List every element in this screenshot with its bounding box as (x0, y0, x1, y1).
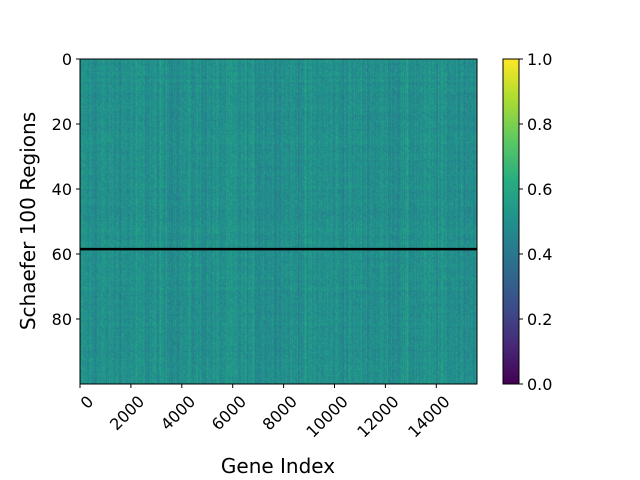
x-axis-label: Gene Index (221, 454, 335, 478)
plot-frame (79, 58, 478, 385)
axes: 0 2000 4000 6000 8000 10000 12000 14000 0 20 40 60 8… (52, 50, 478, 441)
x-tick-label: 10000 (302, 392, 351, 441)
colorbar-tick-label: 0.6 (527, 180, 552, 199)
y-tick-label: 40 (52, 180, 72, 199)
x-tick-label: 4000 (157, 392, 199, 434)
x-tick-label: 14000 (404, 392, 453, 441)
x-tick-label: 12000 (353, 392, 402, 441)
x-tick-label: 8000 (259, 392, 301, 434)
colorbar-tick-label: 1.0 (527, 50, 552, 69)
y-tick-label: 80 (52, 310, 72, 329)
y-axis-label: Schaefer 100 Regions (16, 112, 40, 330)
colorbar-tick-label: 0.2 (527, 310, 552, 329)
colorbar-gradient (503, 59, 519, 384)
x-tick-label: 6000 (208, 392, 250, 434)
colorbar-tick-label: 0.8 (527, 115, 552, 134)
y-tick-label: 0 (62, 50, 72, 69)
x-tick-label: 0 (77, 392, 98, 413)
colorbar-tick-label: 0.0 (527, 375, 552, 394)
y-tick-label: 20 (52, 115, 72, 134)
x-tick-label: 2000 (106, 392, 148, 434)
colorbar: 0.0 0.2 0.4 0.6 0.8 1.0 (502, 50, 552, 394)
colorbar-frame (502, 58, 520, 385)
heatmap-image (80, 59, 477, 384)
colorbar-tick-label: 0.4 (527, 245, 552, 264)
y-tick-label: 60 (52, 245, 72, 264)
